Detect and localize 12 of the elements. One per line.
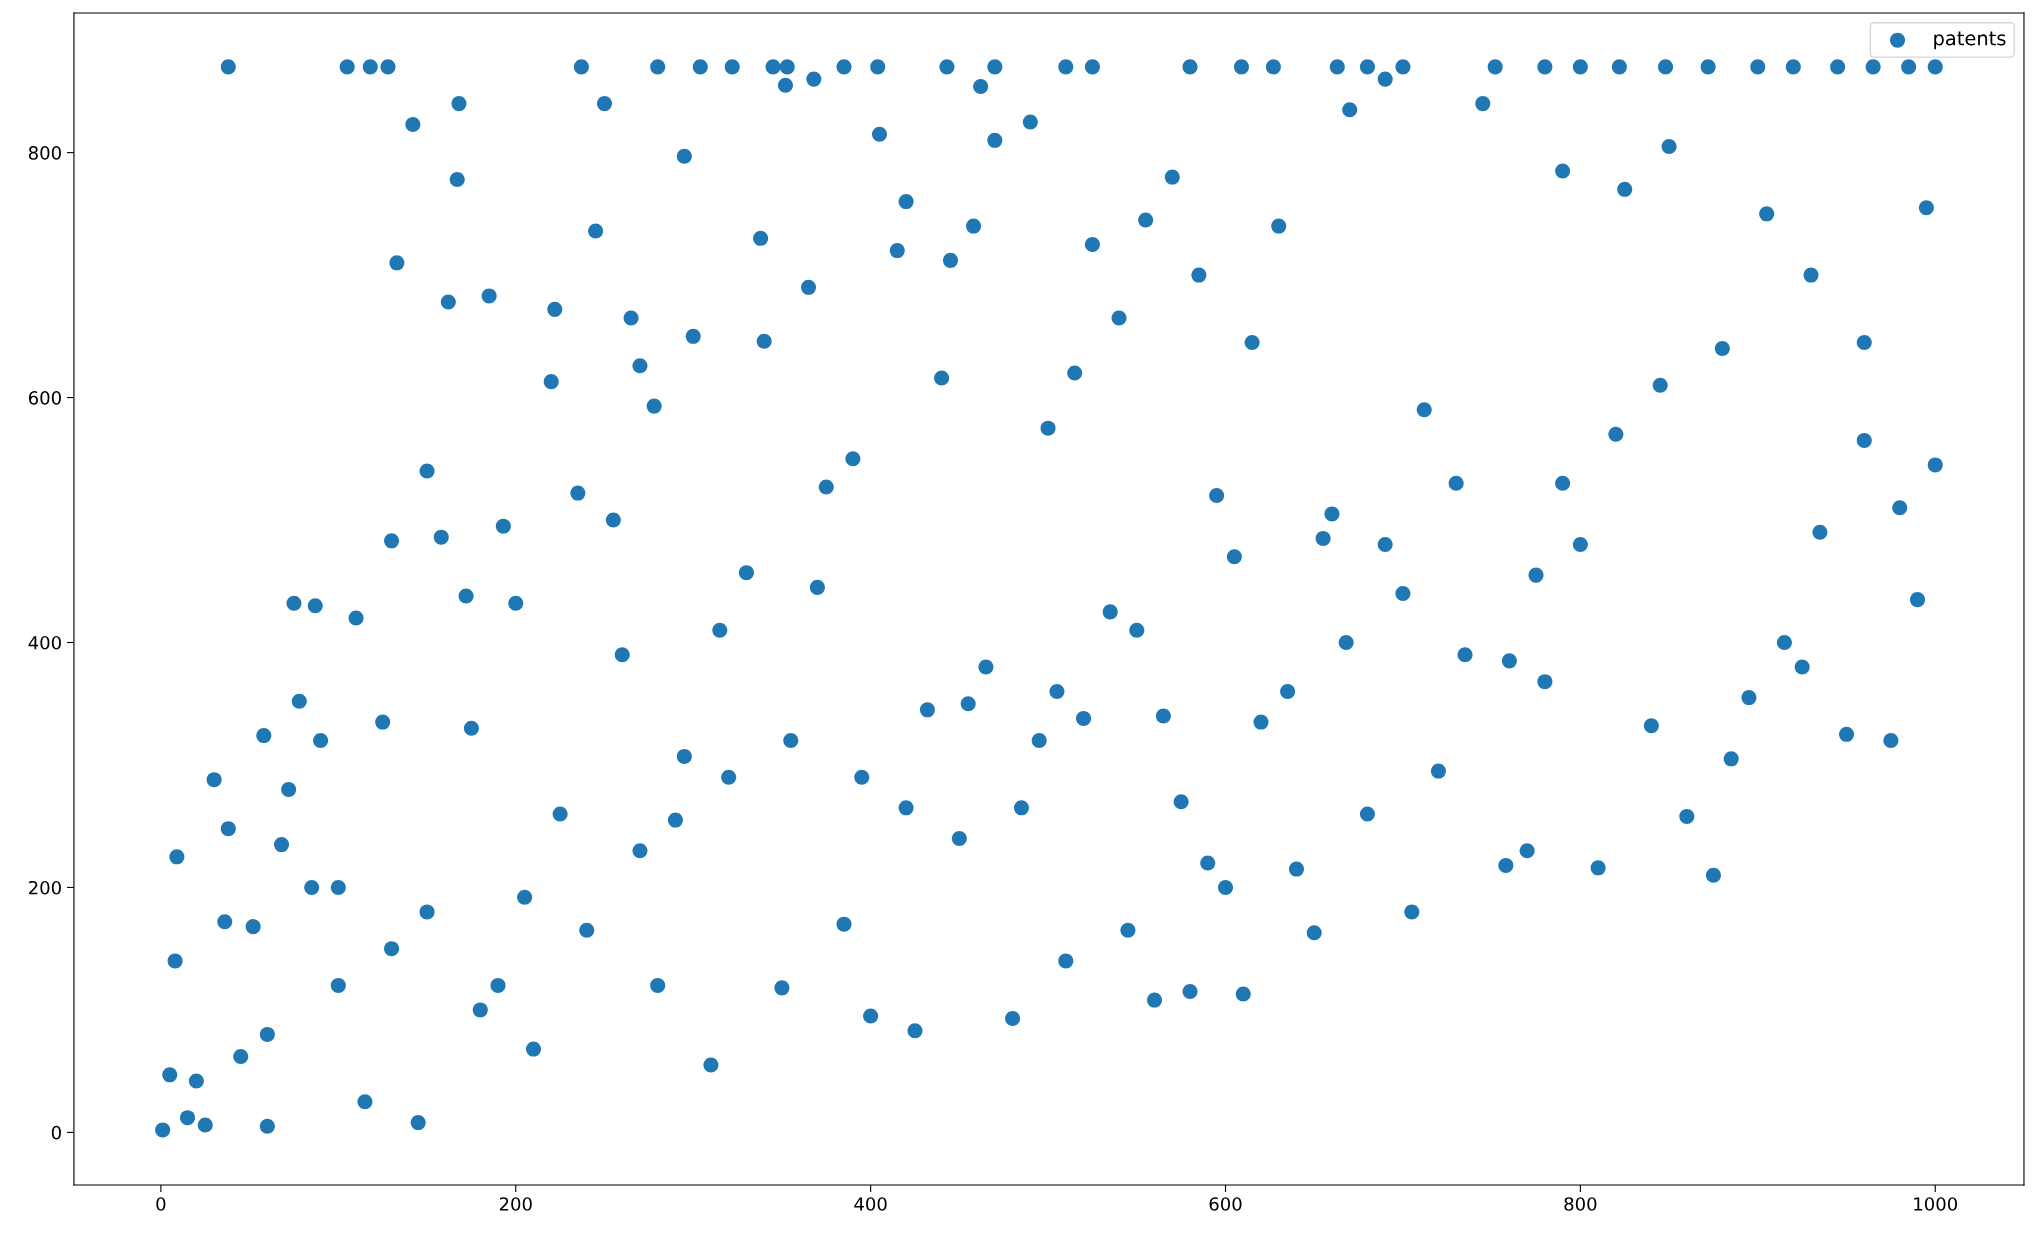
y-tick-label: 800 — [28, 146, 61, 160]
x-tick-label: 200 — [499, 1197, 532, 1211]
legend-label: patents — [1934, 31, 2006, 50]
y-tick-label: 600 — [28, 391, 61, 405]
x-tick-label: 0 — [156, 1197, 166, 1211]
x-tick-label: 800 — [1564, 1197, 1597, 1211]
y-tick-label: 400 — [28, 635, 61, 650]
y-tick-label: 200 — [29, 880, 61, 895]
y-tick-label: 0 — [51, 1125, 61, 1140]
x-tick-label: 400 — [854, 1197, 887, 1211]
x-tick-label: 1000 — [1914, 1197, 1958, 1211]
x-tick-label: 600 — [1209, 1197, 1242, 1211]
